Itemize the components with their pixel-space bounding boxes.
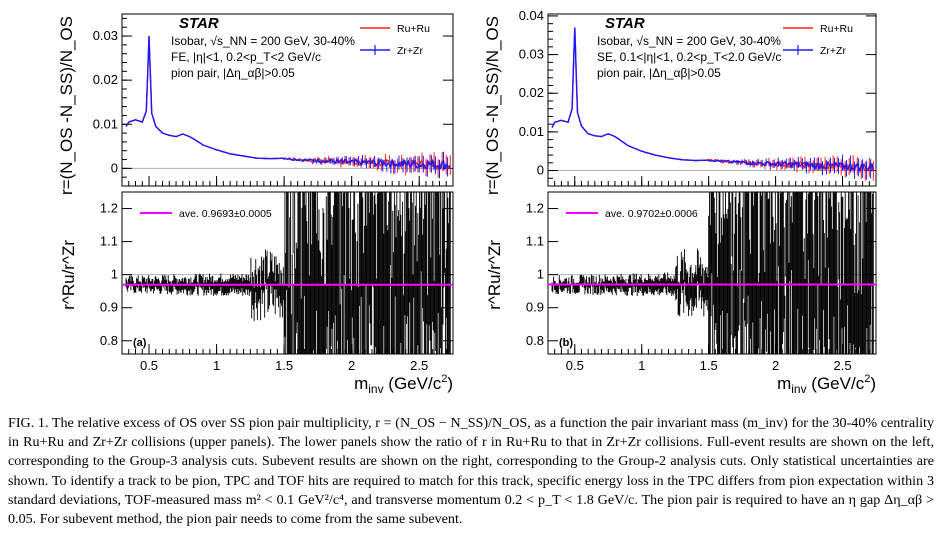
xtick-label-b: 0.5	[566, 358, 584, 373]
lower-ytick-label-b: 1.1	[526, 234, 544, 249]
panel-label-b: (b)	[559, 337, 573, 349]
figure-svg: 0 0.01 0.02 0.03 STAR Isobar, √s_NN = 200 GeV…	[57, 8, 877, 396]
xtick-label-b: 1.5	[700, 358, 718, 373]
upper-ytick-label-b: 0	[537, 163, 544, 178]
caption-text: FIG. 1. The relative excess of OS over S…	[8, 415, 934, 528]
upper-ytick-label-a: 0	[111, 160, 118, 175]
lower-ytick-label-a: 0.8	[100, 333, 118, 348]
xtick-label-a: 0.5	[140, 358, 158, 373]
star-logo-a: STAR	[179, 15, 219, 32]
info-line-1-a: Isobar, √s_NN = 200 GeV, 30-40%	[171, 34, 355, 48]
upper-ytick-label-a: 0.02	[93, 72, 118, 87]
legend-label-zr-a: Zr+Zr	[397, 45, 423, 57]
upper-y-axis-title-a: r=(N_OS -N_SS)/N_OS	[57, 16, 76, 195]
upper-ytick-label-b: 0.01	[519, 124, 544, 139]
series-line-zr-a	[125, 36, 451, 171]
info-line-3-b: pion pair, |Δη_αβ|>0.05	[597, 66, 721, 80]
xtick-label-b: 2.5	[833, 358, 851, 373]
lower-ytick-label-b: 0.8	[526, 333, 544, 348]
series-line-zr-b	[551, 27, 874, 174]
lower-ytick-label-a: 1.1	[100, 234, 118, 249]
upper-y-axis-title-b: r=(N_OS -N_SS)/N_OS	[483, 16, 502, 195]
upper-ytick-label-b: 0.03	[519, 47, 544, 62]
legend-label-zr-b: Zr+Zr	[820, 45, 846, 57]
upper-ytick-label-a: 0.01	[93, 116, 118, 131]
figure-caption: FIG. 1. The relative excess of OS over S…	[8, 414, 934, 529]
info-line-2-a: FE, |η|<1, 0.2<p_T<2 GeV/c	[171, 50, 321, 64]
average-legend-label-a: ave. 0.9693±0.0005	[179, 208, 272, 220]
lower-ytick-label-b: 0.9	[526, 300, 544, 315]
average-legend-label-b: ave. 0.9702±0.0006	[605, 208, 698, 220]
xtick-label-a: 2.5	[410, 358, 428, 373]
upper-frame-b	[547, 13, 877, 187]
xtick-label-a: 1	[213, 358, 220, 373]
lower-ytick-label-b: 1	[537, 267, 544, 282]
x-axis-title-a: minv (GeV/c2)	[354, 373, 453, 396]
lower-ytick-label-a: 1	[111, 267, 118, 282]
xtick-label-b: 2	[772, 358, 779, 373]
upper-frame-a	[121, 13, 454, 187]
figure: 0 0.01 0.02 0.03 STAR Isobar, √s_NN = 200 GeV…	[57, 8, 877, 396]
xtick-label-a: 1.5	[275, 358, 293, 373]
legend-label-ru-b: Ru+Ru	[820, 23, 853, 35]
xtick-label-b: 1	[638, 358, 645, 373]
lower-y-axis-title-b: r^Ru/r^Zr	[485, 240, 504, 310]
lower-ytick-label-a: 0.9	[100, 300, 118, 315]
upper-ytick-label-b: 0.02	[519, 85, 544, 100]
info-line-3-a: pion pair, |Δη_αβ|>0.05	[171, 66, 295, 80]
xtick-label-a: 2	[348, 358, 355, 373]
lower-ytick-label-b: 1.2	[526, 201, 544, 216]
upper-ytick-label-b: 0.04	[519, 8, 544, 23]
star-logo-b: STAR	[605, 15, 645, 32]
info-line-2-b: SE, 0.1<|η|<1, 0.2<p_T<2.0 GeV/c	[597, 50, 781, 64]
panel-label-a: (a)	[133, 337, 147, 349]
lower-ytick-label-a: 1.2	[100, 201, 118, 216]
upper-ytick-label-a: 0.03	[93, 28, 118, 43]
legend-label-ru-a: Ru+Ru	[397, 23, 430, 35]
x-axis-title-b: minv (GeV/c2)	[777, 373, 876, 396]
info-line-1-b: Isobar, √s_NN = 200 GeV, 30-40%	[597, 34, 781, 48]
lower-y-axis-title-a: r^Ru/r^Zr	[59, 240, 78, 310]
